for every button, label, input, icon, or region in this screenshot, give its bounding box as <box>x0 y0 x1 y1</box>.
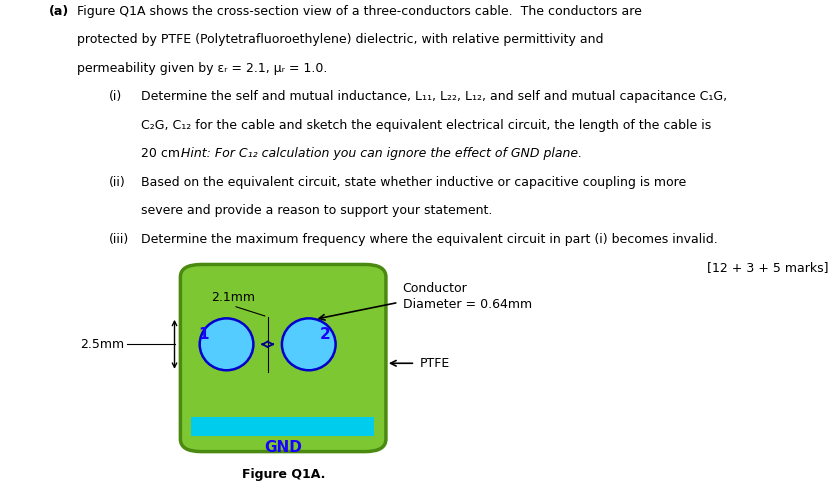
Text: (iii): (iii) <box>109 233 129 246</box>
FancyBboxPatch shape <box>180 264 386 452</box>
Text: Figure Q1A shows the cross-section view of a three-conductors cable.  The conduc: Figure Q1A shows the cross-section view … <box>77 5 642 18</box>
Text: severe and provide a reason to support your statement.: severe and provide a reason to support y… <box>141 204 492 217</box>
Text: Determine the maximum frequency where the equivalent circuit in part (i) becomes: Determine the maximum frequency where th… <box>141 233 717 246</box>
Ellipse shape <box>282 318 336 370</box>
Text: 2.1mm: 2.1mm <box>211 291 255 304</box>
Text: Hint: For C₁₂ calculation you can ignore the effect of GND plane.: Hint: For C₁₂ calculation you can ignore… <box>181 147 582 160</box>
Text: Figure Q1A.: Figure Q1A. <box>242 468 326 481</box>
Text: 2.5mm: 2.5mm <box>80 338 124 351</box>
Text: (i): (i) <box>109 90 122 103</box>
Text: 2: 2 <box>320 327 331 342</box>
Text: C₂G, C₁₂ for the cable and sketch the equivalent electrical circuit, the length : C₂G, C₁₂ for the cable and sketch the eq… <box>141 119 711 132</box>
Text: (a): (a) <box>49 5 69 18</box>
Text: Diameter = 0.64mm: Diameter = 0.64mm <box>403 298 532 311</box>
Ellipse shape <box>200 318 253 370</box>
Text: permeability given by εᵣ = 2.1, μᵣ = 1.0.: permeability given by εᵣ = 2.1, μᵣ = 1.0… <box>77 62 327 75</box>
Text: PTFE: PTFE <box>420 357 450 370</box>
Text: [12 + 3 + 5 marks]: [12 + 3 + 5 marks] <box>707 261 829 274</box>
Text: Conductor: Conductor <box>403 282 467 295</box>
Text: (ii): (ii) <box>109 176 126 189</box>
Text: 1: 1 <box>199 327 209 342</box>
Text: 20 cm.: 20 cm. <box>141 147 192 160</box>
Text: Based on the equivalent circuit, state whether inductive or capacitive coupling : Based on the equivalent circuit, state w… <box>141 176 686 189</box>
Text: Determine the self and mutual inductance, L₁₁, L₂₂, L₁₂, and self and mutual cap: Determine the self and mutual inductance… <box>141 90 727 103</box>
Text: protected by PTFE (Polytetrafluoroethylene) dielectric, with relative permittivi: protected by PTFE (Polytetrafluoroethyle… <box>77 33 604 46</box>
Bar <box>191 417 374 436</box>
Text: GND: GND <box>264 440 303 455</box>
